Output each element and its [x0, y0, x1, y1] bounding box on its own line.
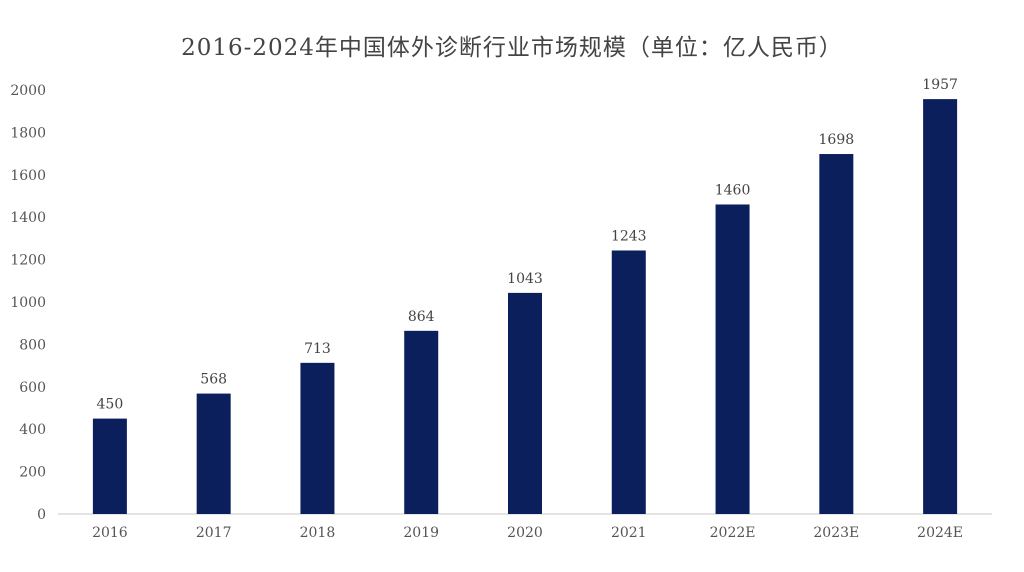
- x-tick-label-2018: 2018: [300, 525, 336, 541]
- x-tick-label-2024E: 2024E: [917, 525, 963, 541]
- y-tick-label: 2000: [10, 83, 46, 99]
- y-tick-label: 400: [19, 422, 46, 438]
- bars: [92, 99, 958, 515]
- x-tick-label-2020: 2020: [507, 525, 543, 541]
- chart-title: 2016-2024年中国体外诊断行业市场规模（单位：亿人民币）: [181, 35, 843, 61]
- y-tick-label: 200: [19, 465, 46, 481]
- data-label-2022E: 1460: [715, 182, 751, 198]
- y-tick-label: 1200: [10, 253, 46, 269]
- data-label-2020: 1043: [507, 271, 543, 287]
- bar-2018: [300, 362, 335, 514]
- x-tick-label-2022E: 2022E: [710, 525, 756, 541]
- bar-2023E: [819, 154, 854, 515]
- data-label-2019: 864: [408, 309, 435, 325]
- x-tick-label-2016: 2016: [92, 525, 128, 541]
- x-axis-ticks: 2016 2017 2018 2019 2020 2021 2022E 2023E 2024E: [92, 525, 963, 541]
- bar-2019: [404, 330, 439, 514]
- data-labels: 450 568 713 864 1043 1243 1460 1698 1957: [97, 77, 958, 412]
- data-label-2021: 1243: [611, 228, 647, 244]
- y-tick-label: 0: [37, 507, 46, 523]
- bar-2017: [196, 393, 231, 514]
- x-tick-label-2019: 2019: [403, 525, 439, 541]
- y-axis-ticks: 0 200 400 600 800 1000 1200 1400 1600 1800 2000: [10, 83, 46, 523]
- y-tick-label: 1000: [10, 295, 46, 311]
- data-label-2017: 568: [200, 372, 227, 388]
- x-tick-label-2021: 2021: [611, 525, 647, 541]
- data-label-2018: 713: [304, 341, 331, 357]
- data-label-2023E: 1698: [819, 132, 855, 148]
- bar-2020: [508, 292, 542, 514]
- bar-2024E: [923, 99, 958, 514]
- y-tick-label: 600: [19, 380, 46, 396]
- y-tick-label: 800: [19, 337, 46, 353]
- y-tick-label: 1800: [10, 125, 46, 141]
- y-tick-label: 1600: [10, 168, 46, 184]
- x-tick-label-2023E: 2023E: [813, 525, 859, 541]
- bar-2021: [611, 250, 646, 514]
- data-label-2024E: 1957: [922, 77, 958, 93]
- bar-2016: [92, 418, 127, 514]
- data-label-2016: 450: [97, 397, 124, 413]
- x-tick-label-2017: 2017: [196, 525, 232, 541]
- y-tick-label: 1400: [10, 210, 46, 226]
- bar-2022E: [715, 204, 750, 515]
